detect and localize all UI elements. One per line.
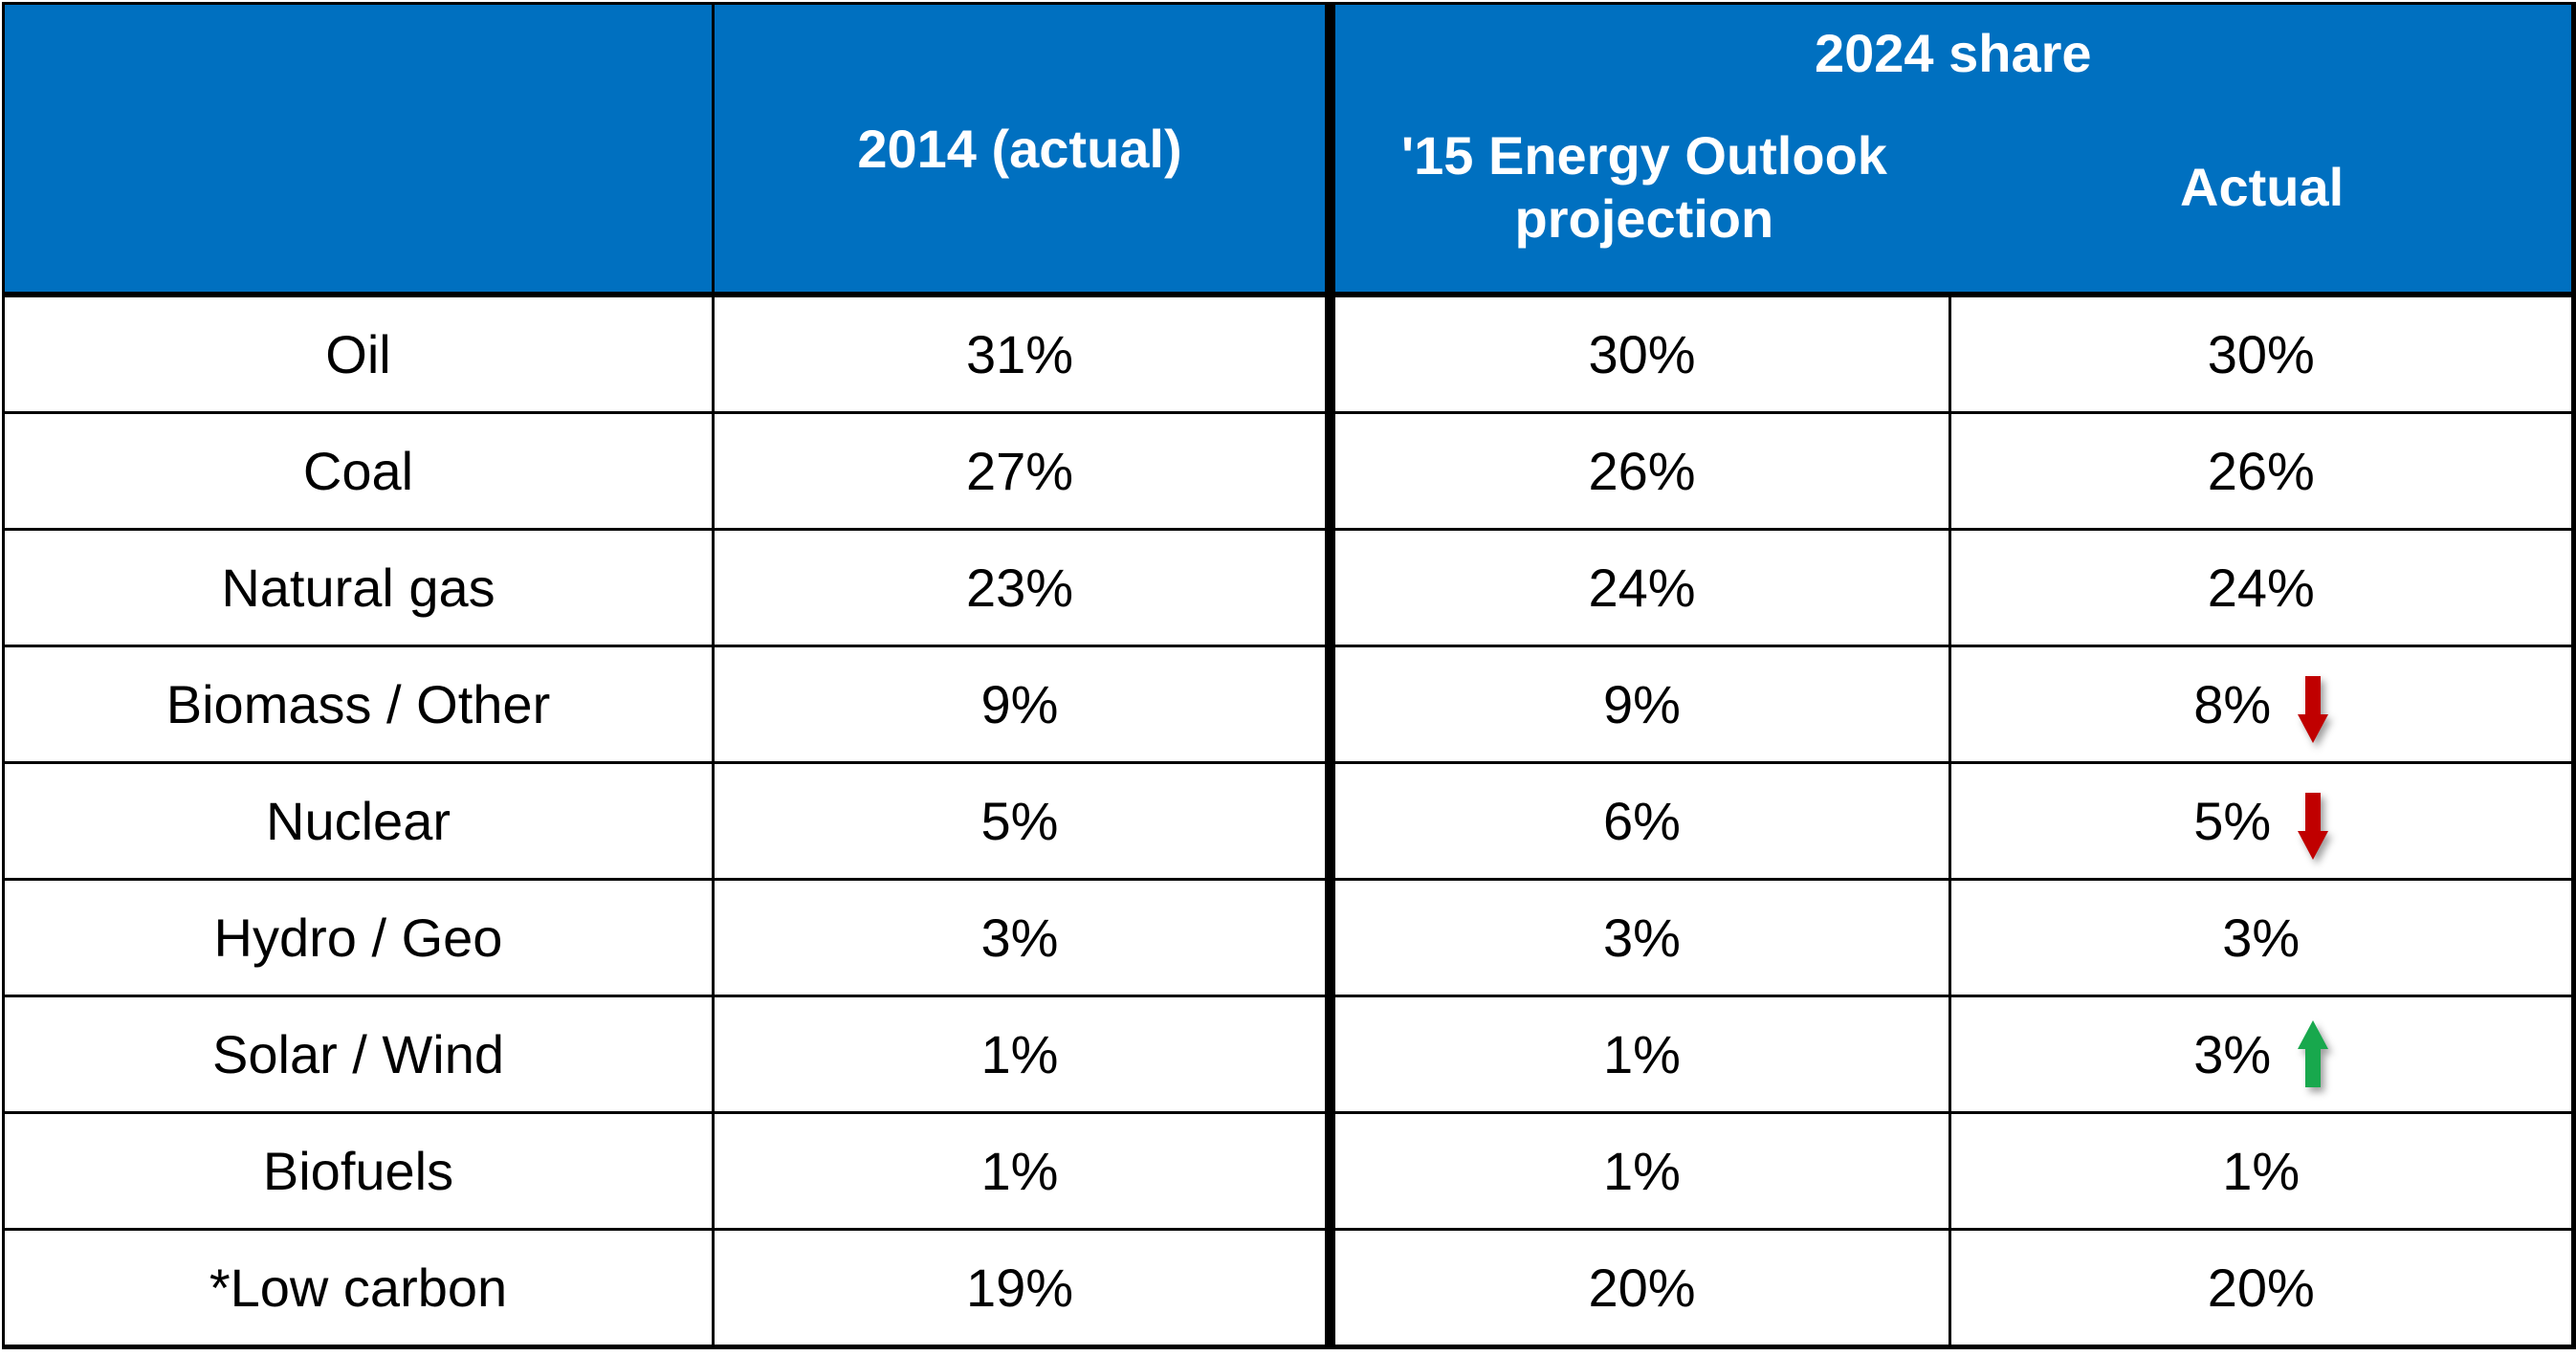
header-sub-projection: '15 Energy Outlook projection [1341, 124, 1953, 251]
value-cell-actual: 26% [1949, 411, 2576, 531]
value-cell-2014: 31% [712, 293, 1332, 414]
value-cell-2014: 27% [712, 411, 1332, 531]
header-group-2024: 2024 share '15 Energy Outlook projection… [1325, 2, 2576, 297]
value-cell-projection: 30% [1325, 293, 1951, 414]
header-row: 2014 (actual) 2024 share '15 Energy Outl… [2, 2, 2576, 297]
header-group-wrap: 2024 share '15 Energy Outlook projection… [1341, 6, 2566, 289]
header-group-title: 2024 share [1814, 23, 2092, 83]
row-label-cell: Nuclear [2, 761, 715, 881]
value-cell-actual: 1% [1949, 1111, 2576, 1231]
row-label-cell: Biofuels [2, 1111, 715, 1231]
up-arrow-icon [2298, 1019, 2329, 1087]
value-cell-actual: 30% [1949, 293, 2576, 414]
value-cell-projection: 3% [1325, 878, 1951, 997]
row-label-cell: Coal [2, 411, 715, 531]
table-row: Natural gas 23% 24% 24% [2, 528, 2576, 647]
value-cell-2014: 3% [712, 878, 1332, 997]
value-cell-actual: 20% [1949, 1228, 2576, 1349]
row-label-cell: Hydro / Geo [2, 878, 715, 997]
value-cell-actual: 24% [1949, 528, 2576, 647]
value-cell-projection: 26% [1325, 411, 1951, 531]
header-cell-blank [2, 2, 715, 297]
header-sub-projection-label: '15 Energy Outlook projection [1400, 124, 1887, 249]
actual-value: 26% [2207, 441, 2315, 501]
table-row: Coal 27% 26% 26% [2, 411, 2576, 531]
table-row: Solar / Wind 1% 1% 3% [2, 995, 2576, 1114]
value-cell-2014: 1% [712, 995, 1332, 1114]
table-row: Biofuels 1% 1% 1% [2, 1111, 2576, 1231]
actual-value: 1% [2222, 1141, 2301, 1201]
row-label-cell: Solar / Wind [2, 995, 715, 1114]
value-cell-2014: 1% [712, 1111, 1332, 1231]
header-subcolumns: '15 Energy Outlook projection Actual [1341, 83, 2566, 289]
row-label-cell: Natural gas [2, 528, 715, 647]
value-cell-projection: 1% [1325, 1111, 1951, 1231]
value-cell-projection: 9% [1325, 645, 1951, 764]
table-row: Oil 31% 30% 30% [2, 293, 2576, 414]
table-row: Biomass / Other 9% 9% 8% [2, 645, 2576, 764]
header-sub-actual-label: Actual [2180, 157, 2345, 218]
value-cell-actual: 5% [1949, 761, 2576, 881]
down-arrow-icon [2298, 675, 2329, 743]
row-label-cell: *Low carbon [2, 1228, 715, 1349]
value-cell-actual: 3% [1949, 878, 2576, 997]
table-row: *Low carbon 19% 20% 20% [2, 1228, 2576, 1349]
value-cell-2014: 5% [712, 761, 1332, 881]
value-cell-actual: 8% [1949, 645, 2576, 764]
table-row: Hydro / Geo 3% 3% 3% [2, 878, 2576, 997]
value-cell-2014: 23% [712, 528, 1332, 647]
header-sub-actual: Actual [1953, 156, 2566, 218]
table-header: 2014 (actual) 2024 share '15 Energy Outl… [2, 2, 2576, 297]
actual-value: 3% [2222, 908, 2301, 968]
header-cell-2014: 2014 (actual) [712, 2, 1332, 297]
table-body: Oil 31% 30% 30% Coal 27% 26% 26% Natural gas 23% 2… [2, 293, 2576, 1349]
actual-value: 30% [2207, 324, 2315, 384]
row-label-cell: Oil [2, 293, 715, 414]
value-cell-2014: 9% [712, 645, 1332, 764]
row-label-cell: Biomass / Other [2, 645, 715, 764]
actual-value: 20% [2207, 1258, 2315, 1318]
actual-value: 8% [2193, 674, 2272, 734]
actual-value: 24% [2207, 558, 2315, 618]
actual-value: 5% [2193, 791, 2272, 851]
value-cell-projection: 1% [1325, 995, 1951, 1114]
value-cell-projection: 24% [1325, 528, 1951, 647]
value-cell-actual: 3% [1949, 995, 2576, 1114]
table-row: Nuclear 5% 6% 5% [2, 761, 2576, 881]
down-arrow-icon [2298, 792, 2329, 860]
value-cell-projection: 20% [1325, 1228, 1951, 1349]
actual-value: 3% [2193, 1024, 2272, 1084]
value-cell-2014: 19% [712, 1228, 1332, 1349]
value-cell-projection: 6% [1325, 761, 1951, 881]
